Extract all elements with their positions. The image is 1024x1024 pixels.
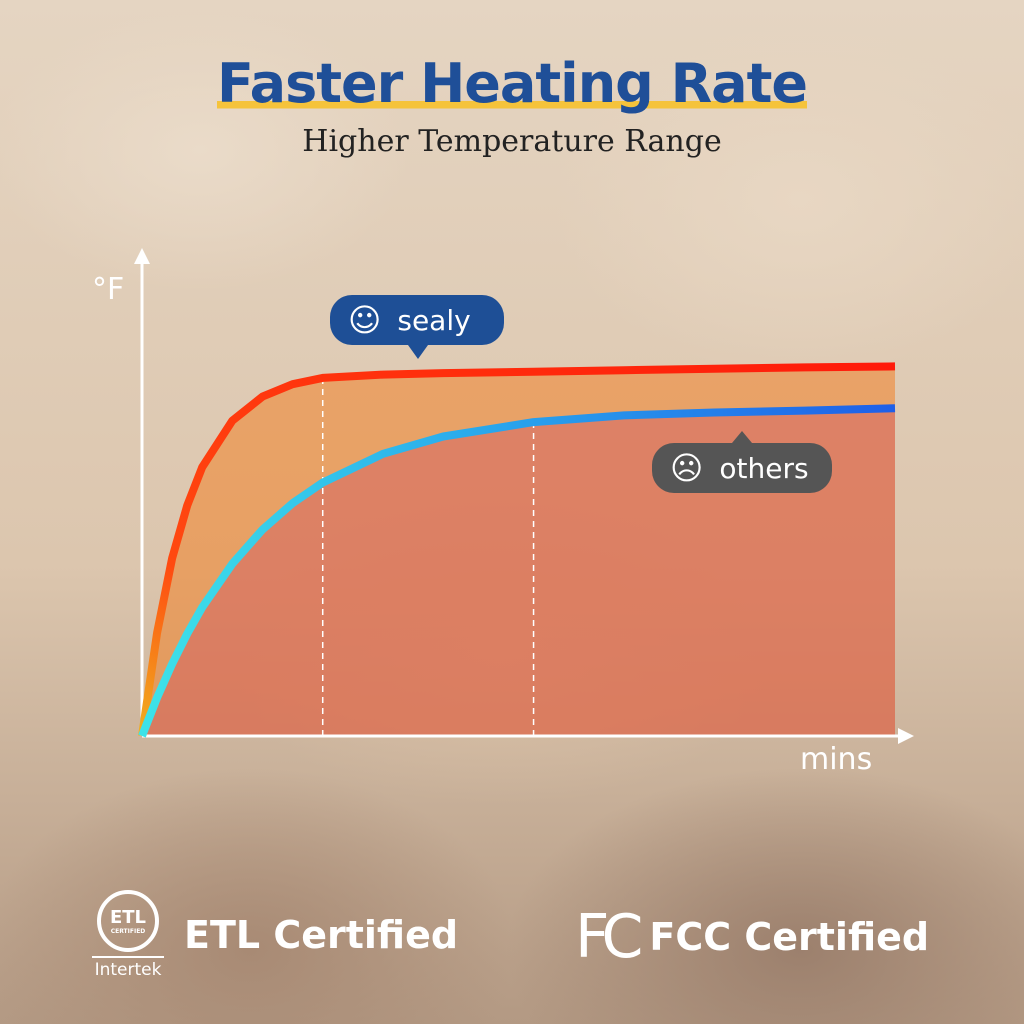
others-label: others xyxy=(719,451,809,485)
others-badge: ☹ others xyxy=(652,431,832,493)
fcc-label: FCC Certified xyxy=(649,915,930,959)
others-line xyxy=(138,404,896,738)
y-axis-arrow xyxy=(134,248,150,264)
sealy-badge: ☺ sealy xyxy=(330,295,504,359)
sealy-line xyxy=(138,362,896,737)
etl-logo: ETL CERTIFIED Intertek xyxy=(92,890,164,980)
sealy-label: sealy xyxy=(397,303,471,337)
etl-label: ETL Certified xyxy=(184,913,459,957)
page-title: Faster Heating Rate xyxy=(216,52,808,115)
etl-logo-text: ETL xyxy=(109,907,147,928)
smiley-icon: ☺ xyxy=(348,301,382,339)
etl-cert: ETL CERTIFIED Intertek ETL Certified xyxy=(92,890,458,980)
x-axis-arrow xyxy=(898,728,914,744)
subtitle: Higher Temperature Range xyxy=(302,124,722,159)
etl-logo-sub: CERTIFIED xyxy=(110,928,146,935)
fcc-logo: FC xyxy=(575,902,643,972)
intertek-label: Intertek xyxy=(92,956,164,980)
sad-face-icon: ☹ xyxy=(670,449,704,487)
y-axis-label: °F xyxy=(92,272,125,307)
title: Faster Heating Rate xyxy=(0,52,1024,115)
fcc-cert: FC FCC Certified xyxy=(575,902,929,972)
x-axis-label: mins xyxy=(800,742,873,777)
